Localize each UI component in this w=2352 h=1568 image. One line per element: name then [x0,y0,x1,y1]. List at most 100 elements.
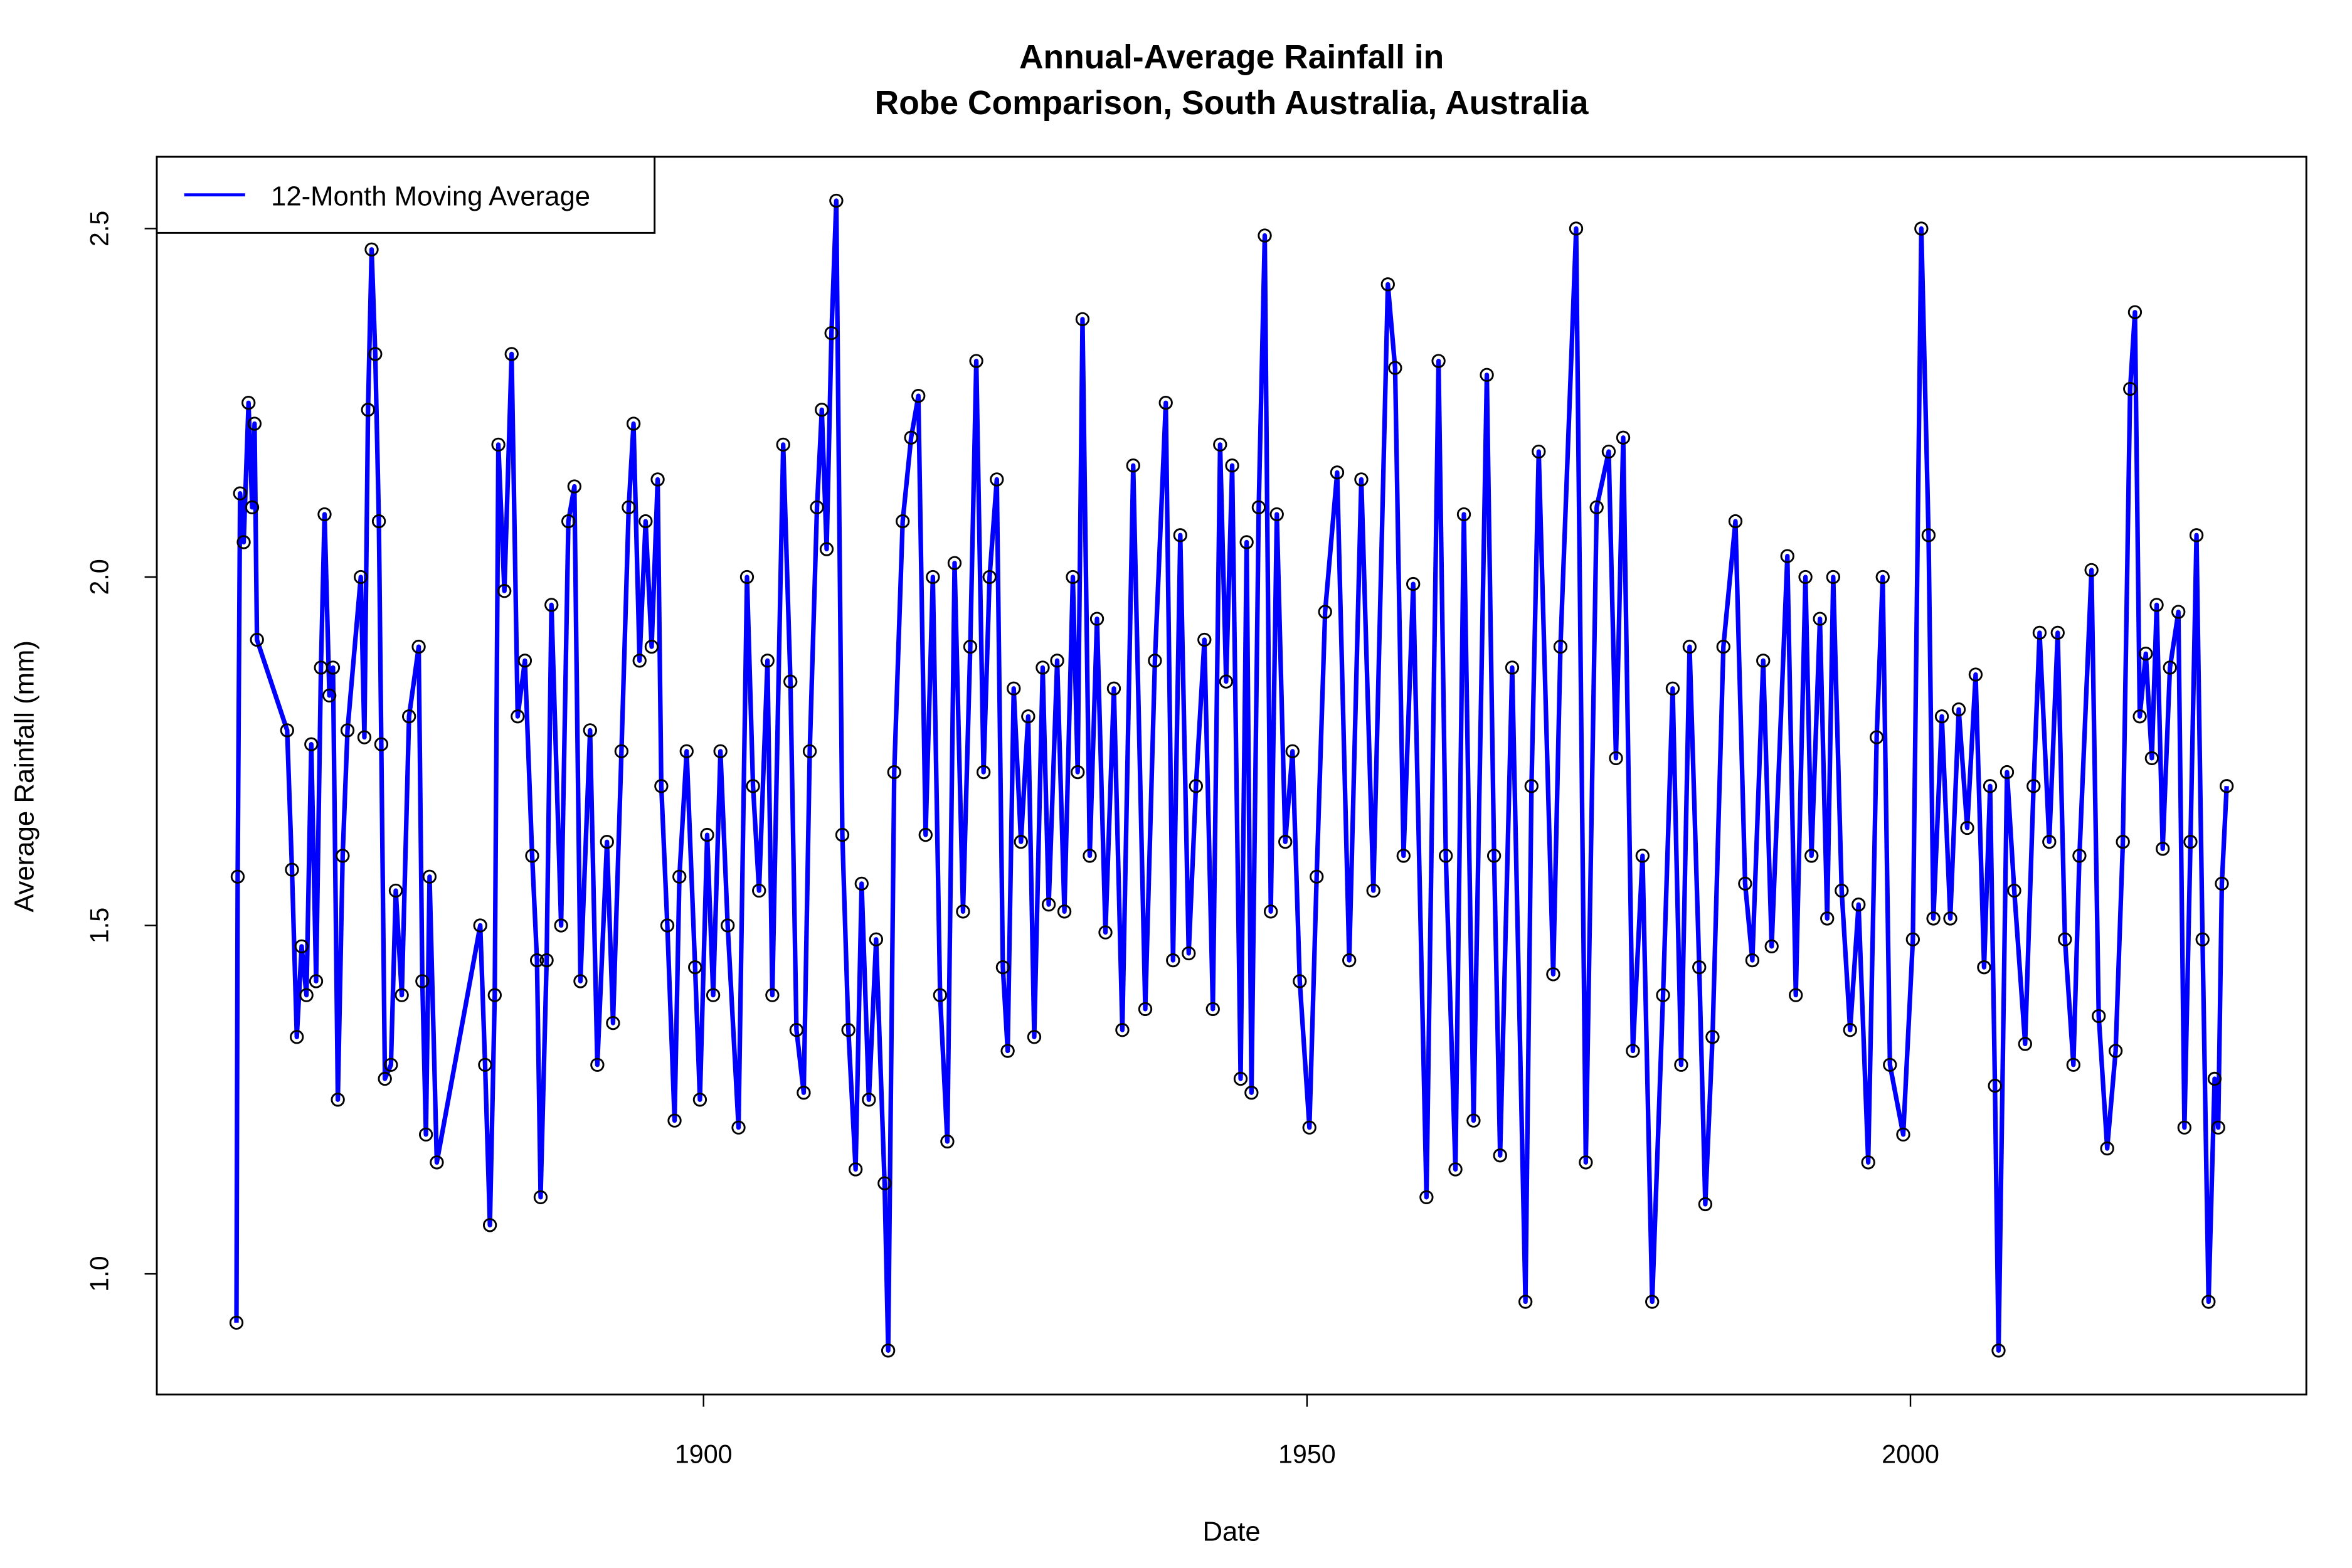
data-point [869,932,884,946]
data-point [2201,1295,2216,1309]
data-point [2183,835,2198,849]
data-point [1098,925,1113,940]
data-point [2156,842,2170,856]
data-point [482,1218,497,1232]
data-point [1674,1057,1688,1072]
data-point [430,1155,444,1170]
data-point [1665,681,1680,696]
data-point [700,827,714,842]
data-point [679,744,694,758]
data-point [1609,751,1623,766]
data-point [354,569,368,585]
data-point [1813,612,1827,626]
data-point [1148,654,1162,668]
data-point [1007,681,1021,696]
data-point [688,960,702,975]
x-tick-label: 1900 [675,1440,733,1469]
data-point [1896,1127,1910,1142]
data-point [789,1023,804,1037]
data-point [1926,911,1941,926]
data-point [1645,1295,1660,1309]
data-point [309,974,324,988]
data-point [982,569,997,585]
data-point [1388,361,1402,375]
data-point [418,1127,433,1142]
data-point [1318,605,1332,619]
data-point [632,654,647,668]
data-point [672,869,687,884]
data-point [739,569,755,585]
series-12-month-moving-average [229,193,2234,1358]
data-point [1968,667,1983,682]
data-point [1804,849,1819,863]
data-point [2171,605,2186,619]
data-point [1258,228,1272,243]
data-point [1448,1162,1463,1177]
data-point [1951,702,1966,717]
data-point [1251,500,1266,515]
data-point [2066,1057,2080,1072]
data-point [2032,625,2047,640]
data-point [854,876,869,891]
y-tick-label: 2.5 [85,211,114,246]
data-point [1716,639,1730,654]
data-point [497,584,512,598]
data-point [644,639,659,654]
data-point [1835,883,1849,898]
data-point [241,396,256,410]
data-point [2050,625,2065,640]
data-point [1239,535,1254,549]
data-point [1798,569,1813,585]
data-point [1988,1078,2002,1093]
data-point [525,849,539,863]
data-point [2100,1141,2114,1156]
data-point [1745,953,1760,968]
data-point [614,744,629,758]
data-point [2108,1044,2123,1058]
y-tick-label: 1.5 [85,908,114,943]
data-point [374,737,389,751]
data-point [1883,1057,1897,1072]
data-point [1396,849,1411,863]
data-point [1875,569,1890,585]
data-point [2189,528,2204,543]
data-point [1310,869,1324,884]
data-point [963,639,978,654]
data-point [1197,632,1212,647]
data-point [896,514,910,529]
data-point [322,688,337,703]
data-point [1764,939,1779,954]
data-point [1921,528,1936,543]
data-point [1000,1044,1015,1058]
data-point [529,953,544,968]
data-point [638,514,653,529]
data-point [317,507,332,522]
data-point [402,709,416,724]
x-axis-label: Date [1202,1516,1260,1547]
data-point [1635,849,1650,863]
data-point [331,1093,345,1107]
data-point [1738,876,1752,891]
data-point [2072,849,2087,863]
data-point [1205,1002,1220,1017]
data-point [384,1057,398,1072]
data-point [357,730,372,744]
chart-title-line-1: Annual-Average Rainfall in [1019,39,1444,76]
data-point [561,514,576,529]
data-point [1682,639,1697,654]
data-point [1278,835,1293,849]
data-point [606,1015,620,1030]
data-point [760,654,775,668]
data-point [1106,681,1121,696]
data-point [1934,709,1949,724]
data-point [1656,988,1670,1002]
y-tick-label: 2.0 [85,559,114,595]
data-point [1342,953,1357,968]
data-point [2026,779,2041,793]
data-point [1182,946,1196,961]
data-point [2215,876,2229,891]
data-point [819,542,834,556]
data-point [783,674,798,689]
data-point [411,639,426,654]
data-point [829,193,844,208]
